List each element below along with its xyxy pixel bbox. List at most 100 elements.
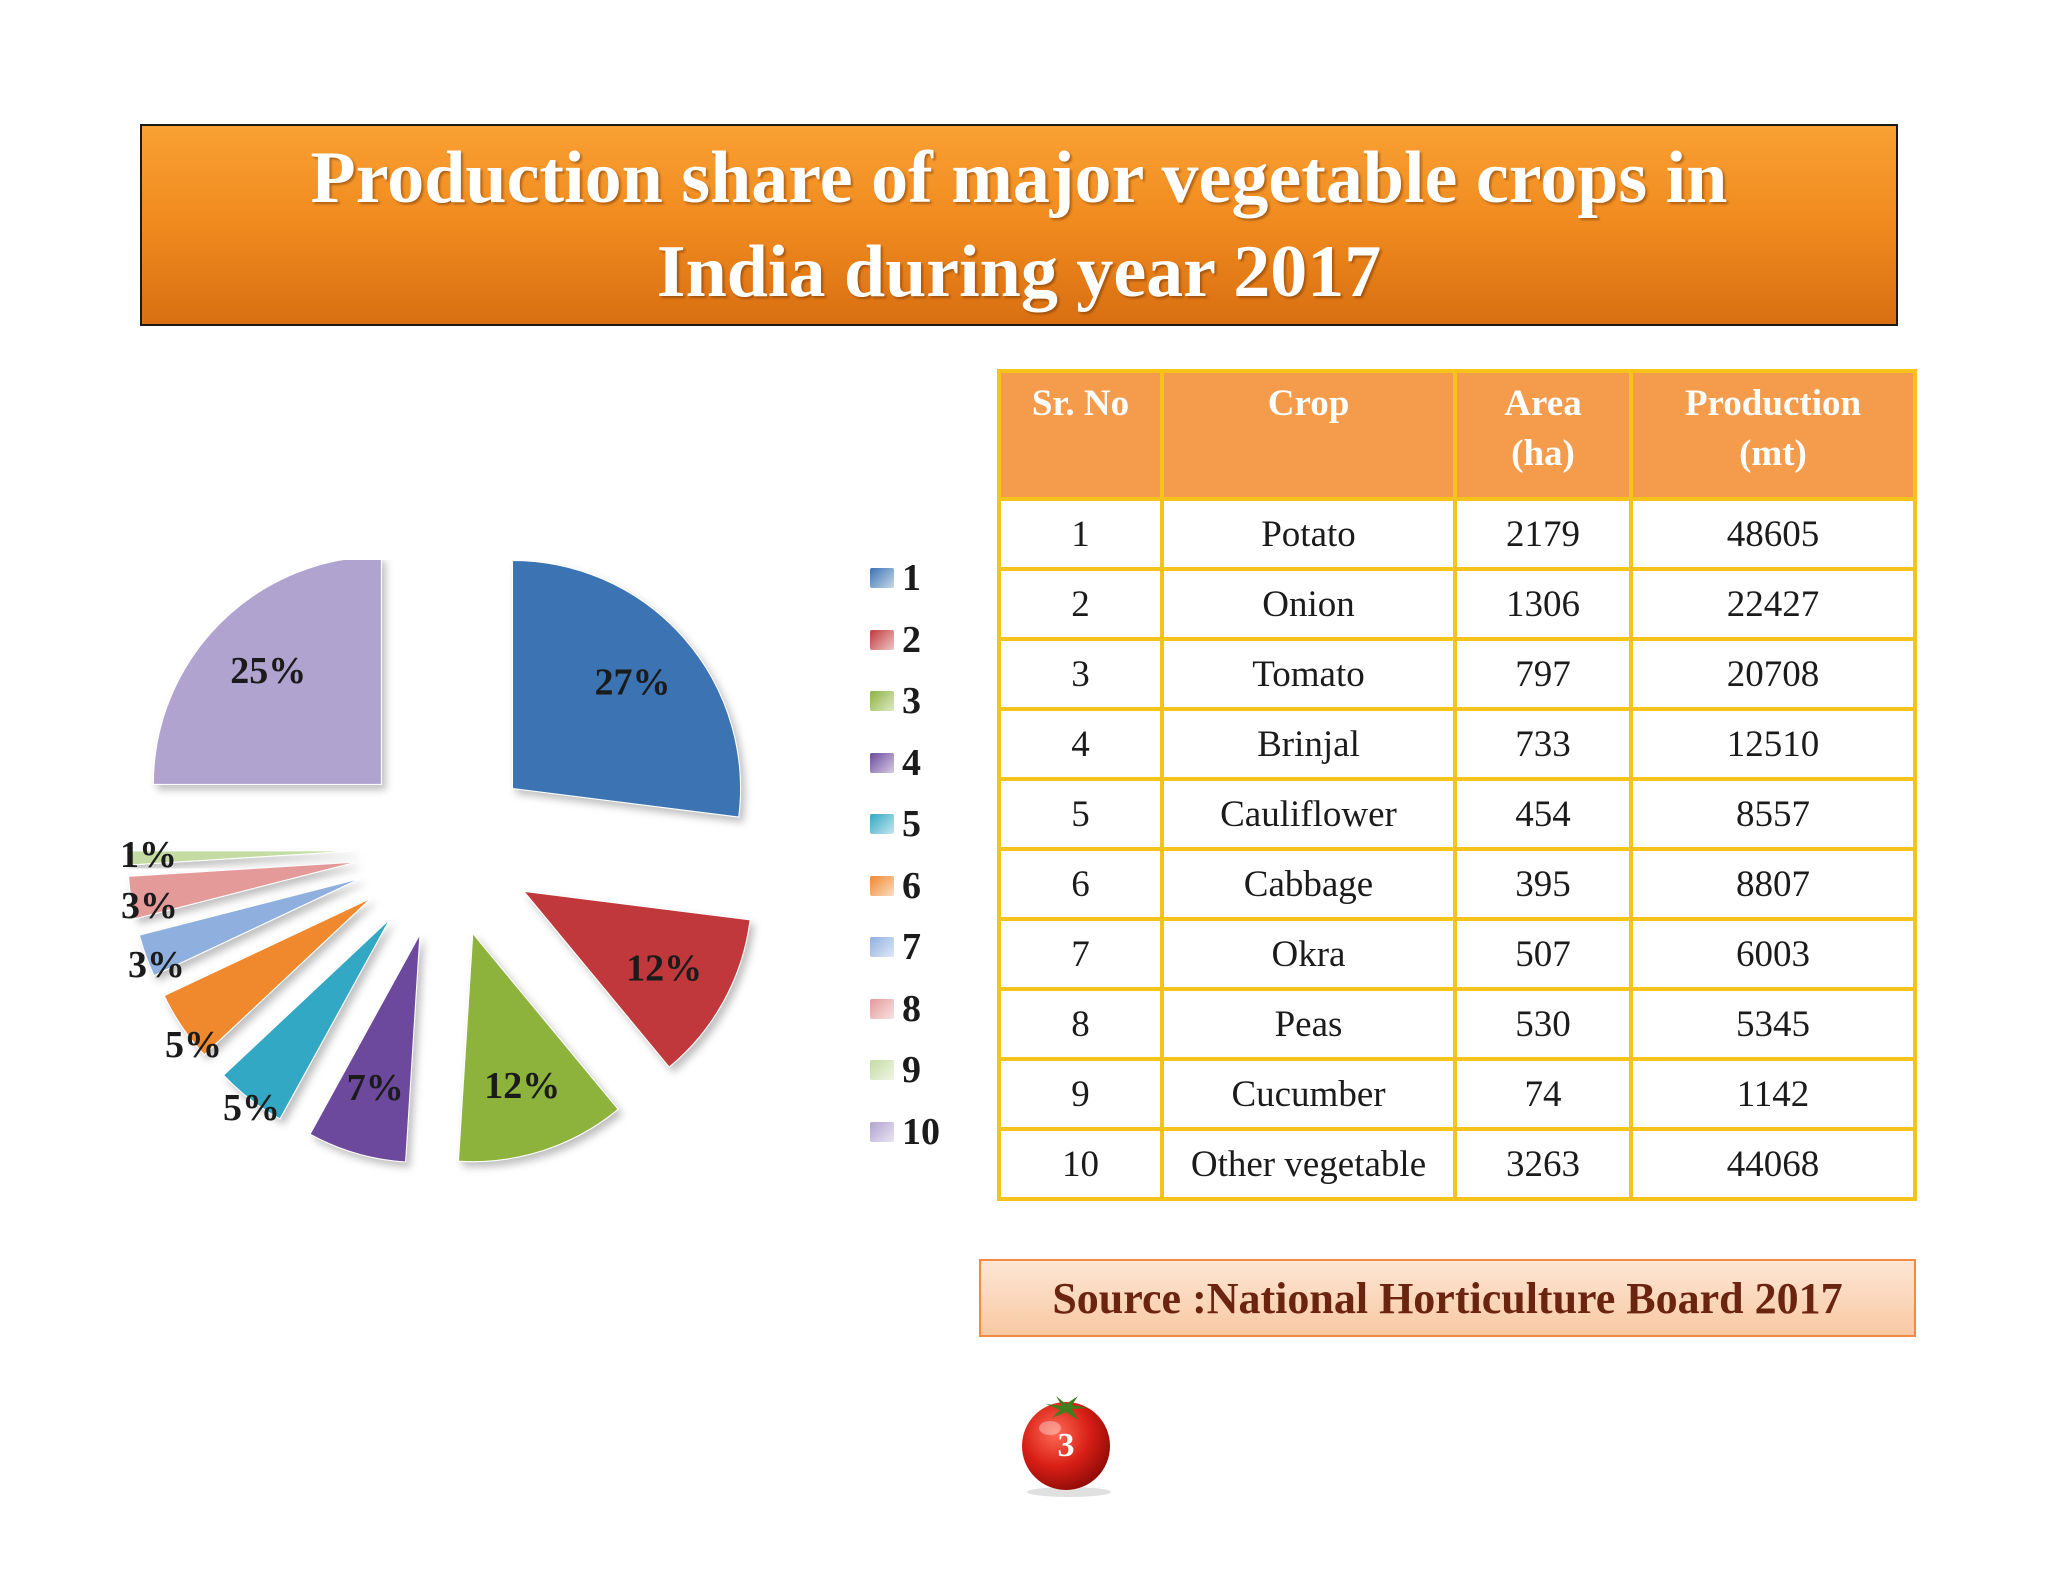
cell-production: 6003 [1629, 917, 1917, 991]
cell-production: 22427 [1629, 567, 1917, 641]
cell-area: 733 [1453, 707, 1633, 781]
cell-production: 48605 [1629, 497, 1917, 571]
header-sr-no: Sr. No [997, 369, 1164, 501]
table-row: 10 Other vegetable 3263 44068 [997, 1127, 1917, 1201]
cell-area: 74 [1453, 1057, 1633, 1131]
cell-crop: Cucumber [1160, 1057, 1457, 1131]
cell-production: 5345 [1629, 987, 1917, 1061]
legend-item: 4 [870, 742, 921, 784]
cell-sr: 5 [997, 777, 1164, 851]
legend-swatch [870, 629, 894, 650]
cell-crop: Tomato [1160, 637, 1457, 711]
legend-label: 10 [902, 1110, 940, 1153]
legend-label: 2 [902, 618, 921, 661]
legend-label: 9 [902, 1049, 921, 1091]
cell-area: 2179 [1453, 497, 1633, 571]
pie-label: 12% [484, 1065, 560, 1107]
pie-labels: 27% 12% 12% 7% 5%5% 3% 3% 1% 25% [120, 650, 702, 1129]
pie-label: 7% [347, 1067, 404, 1109]
pie-slice-8 [128, 861, 357, 920]
legend-swatch [870, 814, 894, 834]
cell-area: 530 [1453, 987, 1633, 1061]
pie-chart: 27% 12% 12% 7% 5%5% 3% 3% 1% 25% [120, 560, 751, 1163]
pie-label: 1% [120, 834, 177, 876]
cell-crop: Cabbage [1160, 847, 1457, 921]
cell-crop: Brinjal [1160, 707, 1457, 781]
table-row: 2 Onion 1306 22427 [997, 567, 1917, 641]
cell-sr: 9 [997, 1057, 1164, 1131]
pie-slice-1 [512, 560, 741, 818]
header-production: Production (mt) [1629, 369, 1917, 501]
cell-sr: 8 [997, 987, 1164, 1061]
cell-crop: Peas [1160, 987, 1457, 1061]
cell-crop: Other vegetable [1160, 1127, 1457, 1201]
pie-label: 25% [230, 650, 306, 692]
pie-label: 3% [128, 944, 185, 986]
legend-swatch [870, 1121, 894, 1142]
tomato-icon: 3 [1022, 1396, 1111, 1497]
page-number: 3 [1058, 1427, 1075, 1464]
crop-table: Sr. No Crop Area (ha) Production (mt) 1 Pot… [997, 369, 1917, 1201]
legend-label: 3 [902, 680, 921, 722]
table-row: 3 Tomato 797 20708 [997, 637, 1917, 711]
pie-label: 12% [626, 947, 702, 989]
legend-item: 10 [870, 1110, 940, 1153]
legend-swatch [870, 1060, 894, 1080]
legend-item: 6 [870, 864, 921, 907]
slide-title-line2: India during year 2017 [656, 231, 1382, 313]
legend-item: 2 [870, 618, 921, 661]
cell-area: 797 [1453, 637, 1633, 711]
cell-sr: 7 [997, 917, 1164, 991]
cell-crop: Okra [1160, 917, 1457, 991]
cell-production: 8557 [1629, 777, 1917, 851]
cell-production: 20708 [1629, 637, 1917, 711]
slide-title-line1: Production share of major vegetable crop… [310, 137, 1728, 219]
cell-sr: 3 [997, 637, 1164, 711]
table-row: 5 Cauliflower 454 8557 [997, 777, 1917, 851]
cell-production: 12510 [1629, 707, 1917, 781]
pie-label: 3% [121, 885, 178, 927]
legend-swatch [870, 937, 894, 957]
source-note: Source :National Horticulture Board 2017 [979, 1259, 1916, 1337]
pie-label: 5% [165, 1024, 222, 1066]
legend-item: 8 [870, 987, 921, 1030]
pie-slice-4 [309, 934, 421, 1163]
table-body: 1 Potato 2179 48605 2 Onion 1306 22427 3 Tomato 79… [997, 497, 1917, 1201]
table-row: 9 Cucumber 74 1142 [997, 1057, 1917, 1131]
cell-crop: Potato [1160, 497, 1457, 571]
legend-label: 8 [902, 987, 921, 1030]
legend-swatch [870, 752, 894, 773]
header-area: Area (ha) [1453, 369, 1633, 501]
cell-sr: 4 [997, 707, 1164, 781]
legend-item: 7 [870, 926, 921, 968]
cell-sr: 6 [997, 847, 1164, 921]
table-header-row: Sr. No Crop Area (ha) Production (mt) [997, 369, 1917, 501]
cell-crop: Onion [1160, 567, 1457, 641]
legend-swatch [870, 998, 894, 1019]
legend-swatch [870, 691, 894, 711]
cell-sr: 1 [997, 497, 1164, 571]
pie-slice-10 [152, 560, 382, 785]
cell-area: 1306 [1453, 567, 1633, 641]
cell-production: 44068 [1629, 1127, 1917, 1201]
pie-slice-3 [457, 932, 619, 1163]
table-row: 8 Peas 530 5345 [997, 987, 1917, 1061]
pie-slice-2 [522, 890, 751, 1068]
cell-area: 3263 [1453, 1127, 1633, 1201]
legend-label: 7 [902, 926, 921, 968]
pie-slice-5 [222, 918, 391, 1120]
pie-label: 5% [223, 1087, 280, 1129]
cell-area: 454 [1453, 777, 1633, 851]
legend-item: 3 [870, 680, 921, 722]
cell-area: 395 [1453, 847, 1633, 921]
cell-area: 507 [1453, 917, 1633, 991]
cell-sr: 10 [997, 1127, 1164, 1201]
legend-label: 5 [902, 803, 921, 845]
legend-item: 5 [870, 803, 921, 845]
pie-slice-9 [126, 850, 356, 866]
legend-item: 1 [870, 557, 921, 599]
cell-production: 1142 [1629, 1057, 1917, 1131]
slide-title: Production share of major vegetable crop… [140, 124, 1898, 326]
legend-label: 6 [902, 864, 921, 907]
table-row: 7 Okra 507 6003 [997, 917, 1917, 991]
